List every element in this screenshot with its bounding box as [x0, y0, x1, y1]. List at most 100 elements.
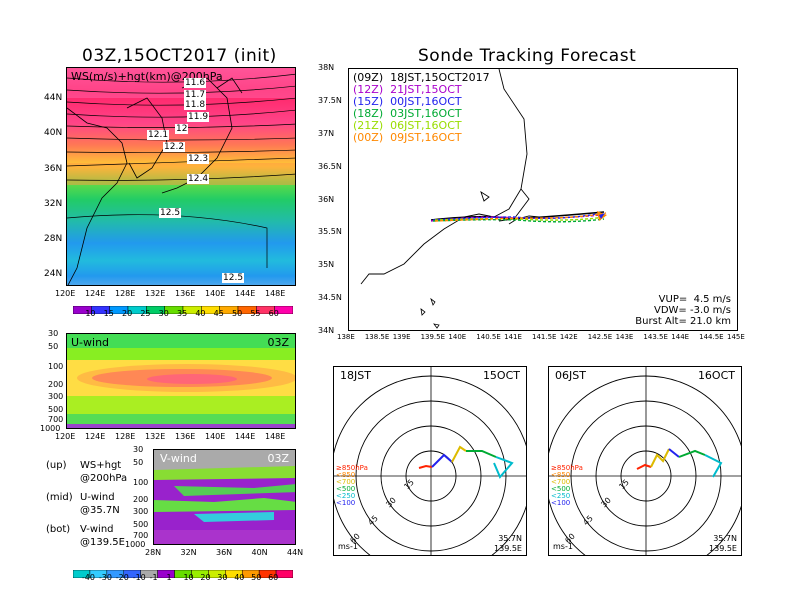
ws-hgt-map: [67, 68, 295, 285]
track-lon-tick: 141E: [504, 333, 522, 341]
vwind-p-tick: 200: [133, 495, 149, 504]
vwind-p-tick: 500: [133, 520, 149, 529]
uwind-p-tick: 1000: [40, 424, 61, 433]
uwind-lon-tick: 148E: [265, 432, 286, 441]
contour-label: 12.4: [187, 174, 210, 184]
note-level: @139.5E: [80, 537, 125, 548]
hodo-pressure-level: <250: [336, 492, 356, 500]
track-lat-tick: 37N: [318, 128, 335, 138]
vwind-colorbar-tick: -10: [132, 573, 146, 582]
map-lon-tick: 128E: [115, 289, 136, 298]
ws-colorbar-tick: 30: [158, 309, 169, 318]
uwind-lon-tick: 144E: [235, 432, 256, 441]
hodo-pressure-level: <500: [551, 485, 571, 493]
contour-label: 12.3: [187, 154, 210, 164]
track-legend-entry: (21Z) 06JST,16OCT: [353, 119, 462, 132]
uwind-p-tick: 700: [48, 415, 64, 424]
track-lon-tick: 142E: [559, 333, 578, 341]
note-level: @35.7N: [80, 505, 120, 516]
hodo-pressure-level: ≥850hPa: [551, 464, 583, 472]
vwind-colorbar: [72, 563, 294, 579]
hodo-right-loc1: 35.7N: [713, 534, 737, 543]
track-map: [360, 68, 607, 329]
map-lat-tick: 44N: [44, 93, 63, 103]
hodo-left-svg: [334, 367, 526, 555]
track-lon-tick: 141.5E: [532, 333, 557, 341]
hodo-left-time: 18JST: [340, 369, 371, 382]
uwind-lon-tick: 132E: [145, 432, 166, 441]
vwind-p-tick: 300: [133, 507, 149, 516]
vwind-lat-tick: 44N: [287, 548, 304, 557]
contour-label: 11.8: [184, 100, 207, 110]
hodo-pressure-level: <850: [551, 471, 571, 479]
contour-label: 12.5: [159, 208, 182, 218]
ws-colorbar-tick: 60: [268, 309, 279, 318]
uwind-p-tick: 500: [48, 405, 64, 414]
note-field: V-wind: [80, 524, 114, 535]
note-prefix: (up): [46, 460, 67, 471]
hodo-pressure-level: <700: [551, 478, 571, 486]
track-lon-tick: 142.5E: [587, 333, 613, 341]
hodo-left-loc1: 35.7N: [498, 534, 522, 543]
ws-colorbar-tick: 55: [250, 309, 261, 318]
contour-label: 11.6: [184, 78, 207, 88]
vwind-lat-tick: 36N: [216, 548, 233, 557]
left-title: 03Z,15OCT2017 (init): [82, 46, 277, 66]
hodo-left-loc2: 139.5E: [494, 544, 522, 553]
track-lat-tick: 34N: [318, 326, 335, 335]
track-legend-entry: (15Z) 00JST,16OCT: [353, 95, 462, 108]
track-param: VDW= -3.0 m/s: [654, 305, 731, 316]
ws-colorbar-tick: 35: [177, 309, 188, 318]
track-lon-tick: 140E: [448, 333, 467, 341]
uwind-lon-tick: 124E: [85, 432, 106, 441]
ws-colorbar-tick: 50: [232, 309, 243, 318]
track-lat-tick: 36N: [318, 194, 335, 204]
ws-colorbar-tick: 45: [213, 309, 224, 318]
track-legend-entry: (12Z) 21JST,15OCT: [353, 83, 462, 96]
track-lon-tick: 144.5E: [699, 333, 724, 341]
uwind-lon-tick: 140E: [205, 432, 226, 441]
note-field: WS+hgt: [80, 460, 122, 471]
track-legend: (09Z) 18JST,15OCT2017 (12Z) 21JST,15OCT (1…: [353, 72, 490, 144]
ws-colorbar-tick: 40: [195, 309, 206, 318]
uwind-p-tick: 300: [48, 392, 64, 401]
ws-colorbar-tick: 20: [122, 309, 133, 318]
map-lon-tick: 144E: [235, 289, 256, 298]
uwind-field: [67, 334, 295, 428]
hodo-left-date: 15OCT: [482, 369, 520, 382]
vwind-colorbar-tick: -30: [98, 573, 112, 582]
track-lat-tick: 34.5N: [318, 293, 342, 303]
vwind-colorbar-swatch: [275, 569, 294, 579]
vwind-p-tick: 1000: [125, 540, 146, 549]
track-lat-tick: 37.5N: [318, 95, 342, 105]
ws-colorbar: [72, 299, 294, 315]
contour-label: 12.1: [147, 130, 170, 140]
vwind-colorbar-tick: 40: [234, 573, 245, 582]
vwind-lat-tick: 40N: [251, 548, 268, 557]
vwind-time: 03Z: [267, 452, 289, 465]
contour-label: 11.7: [184, 90, 207, 100]
vwind-colorbar-tick: 10: [183, 573, 194, 582]
map-lon-tick: 124E: [85, 289, 106, 298]
uwind-p-tick: 100: [48, 362, 64, 371]
track-lon-tick: 143.5E: [643, 333, 668, 341]
ws-colorbar-tick: 25: [140, 309, 151, 318]
note-field: U-wind: [80, 492, 115, 503]
uwind-lon-tick: 136E: [175, 432, 196, 441]
map-lat-tick: 32N: [44, 199, 63, 209]
map-lat-tick: 28N: [44, 234, 63, 244]
track-param: VUP= 4.5 m/s: [658, 294, 731, 305]
hodo-right-date: 16OCT: [697, 369, 735, 382]
map-lon-tick: 132E: [145, 289, 166, 298]
right-title: Sonde Tracking Forecast: [418, 46, 637, 66]
map-lat-tick: 24N: [44, 269, 63, 279]
hodo-pressure-level: <100: [551, 499, 571, 507]
contour-label: 11.9: [187, 112, 210, 122]
hodo-pressure-level: <850: [336, 471, 356, 479]
contour-label: 12.5: [222, 273, 245, 283]
track-params: VUP= 4.5 m/s VDW= -3.0 m/s Burst Alt= 21.0…: [635, 294, 731, 327]
uwind-label: U-wind: [71, 336, 110, 349]
map-lat-tick: 40N: [44, 128, 63, 138]
uwind-lon-tick: 120E: [55, 432, 76, 441]
contour-label: 12: [175, 124, 189, 134]
